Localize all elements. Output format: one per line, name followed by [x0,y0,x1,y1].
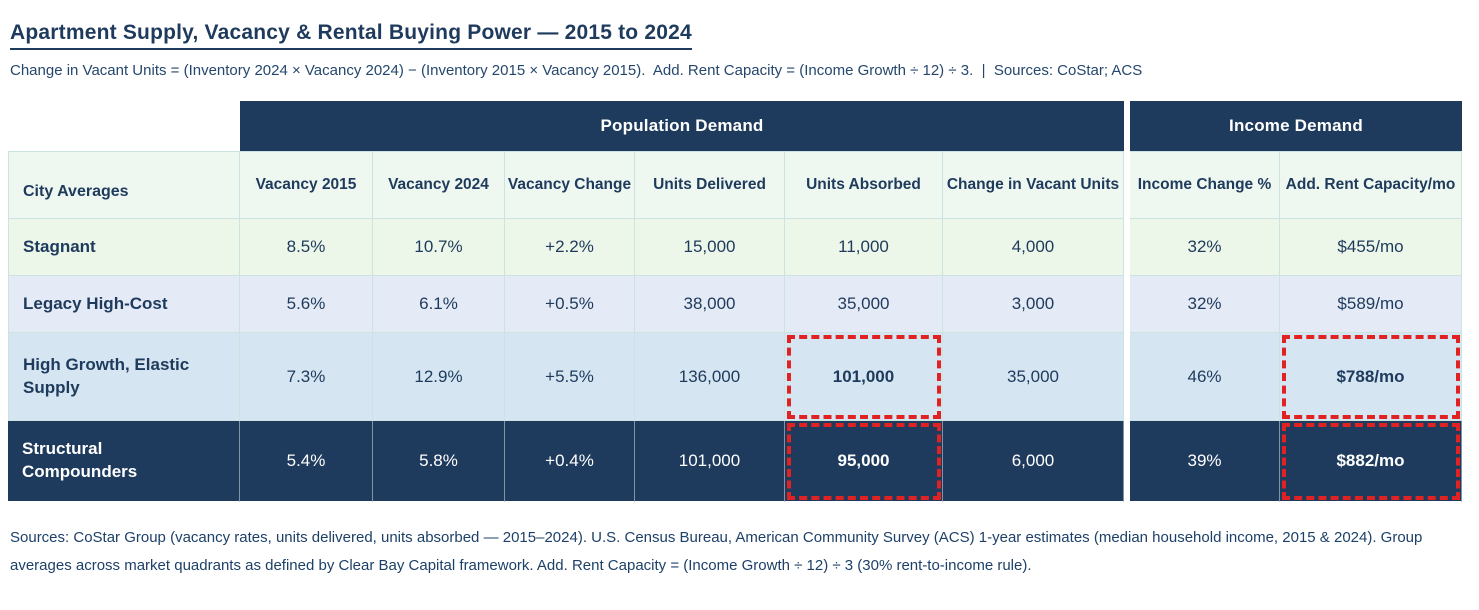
table-cell: 136,000 [635,333,785,421]
column-header-label: Add. Rent Capacity/mo [1285,175,1456,193]
row-label-text: Legacy High-Cost [23,293,168,313]
table-cell: 32% [1130,276,1280,333]
table-cell-highlighted: 101,000 [785,333,943,421]
column-header-units-delivered: Units Delivered [635,151,785,219]
column-header-vacancy-2015: Vacancy 2015 [240,151,373,219]
band-spacer [8,101,240,151]
table-cell: 3,000 [943,276,1124,333]
column-header-vacancy-change: Vacancy Change [505,151,635,219]
table-cell: +0.5% [505,276,635,333]
table-cell: 32% [1130,219,1280,276]
table-cell: 7.3% [240,333,373,421]
column-header-label: Vacancy Change [507,175,632,193]
table-cell: 4,000 [943,219,1124,276]
table-cell: 35,000 [943,333,1124,421]
row-label-text: High Growth, Elastic Supply [23,354,190,397]
column-header-income-change: Income Change % [1130,151,1280,219]
formula-subtitle: Change in Vacant Units = (Inventory 2024… [10,62,1143,79]
table-cell-highlighted: $788/mo [1280,333,1462,421]
table-cell: 5.8% [373,421,505,502]
sources-footnote: Sources: CoStar Group (vacancy rates, un… [10,529,1423,574]
row-label-stagnant: Stagnant [8,219,240,276]
column-header-city-averages: City Averages [8,151,240,219]
row-label-text: Structural Compounders [22,439,138,481]
group-gap [1124,276,1130,333]
column-header-units-absorbed: Units Absorbed [785,151,943,219]
column-header-change-in-vacant-units: Change in Vacant Units [943,151,1124,219]
group-gap [1124,333,1130,421]
column-header-label: Vacancy 2024 [388,175,489,193]
table-cell: 101,000 [635,421,785,502]
table-cell: $589/mo [1280,276,1462,333]
row-label-legacy-high-cost: Legacy High-Cost [8,276,240,333]
row-label-high-growth-elastic-supply: High Growth, Elastic Supply [8,333,240,421]
table-cell: 12.9% [373,333,505,421]
row-label-text: Stagnant [23,236,96,256]
page-title: Apartment Supply, Vacancy & Rental Buyin… [8,10,1471,50]
table-cell: 6.1% [373,276,505,333]
data-table: Population Demand Income Demand City Ave… [8,101,1462,502]
column-header-vacancy-2024: Vacancy 2024 [373,151,505,219]
group-gap [1124,421,1130,502]
table-cell: +5.5% [505,333,635,421]
table-cell: 5.6% [240,276,373,333]
table-cell: $455/mo [1280,219,1462,276]
table-cell: 46% [1130,333,1280,421]
table-cell: 6,000 [943,421,1124,502]
row-label-structural-compounders: Structural Compounders [8,421,240,502]
table-cell: 35,000 [785,276,943,333]
table-cell-highlighted: $882/mo [1280,421,1462,502]
table-cell: 39% [1130,421,1280,502]
column-header-add-rent-capacity: Add. Rent Capacity/mo [1280,151,1462,219]
column-header-label: Change in Vacant Units [946,175,1120,193]
table-cell: +0.4% [505,421,635,502]
column-header-label: Units Absorbed [806,175,921,193]
column-header-label: Vacancy 2015 [255,175,357,193]
group-header-population-demand: Population Demand [240,101,1124,151]
table-cell: 8.5% [240,219,373,276]
group-gap [1124,101,1130,151]
table-cell: 11,000 [785,219,943,276]
group-header-income-demand: Income Demand [1130,101,1462,151]
table-cell: 10.7% [373,219,505,276]
column-header-label: Income Change % [1137,175,1272,193]
table-cell: 5.4% [240,421,373,502]
column-header-label: Units Delivered [653,175,766,193]
group-gap [1124,151,1130,219]
table-cell: 15,000 [635,219,785,276]
table-cell: 38,000 [635,276,785,333]
table-cell-highlighted: 95,000 [785,421,943,502]
table-cell: +2.2% [505,219,635,276]
group-gap [1124,219,1130,276]
page-title-text: Apartment Supply, Vacancy & Rental Buyin… [10,21,692,50]
